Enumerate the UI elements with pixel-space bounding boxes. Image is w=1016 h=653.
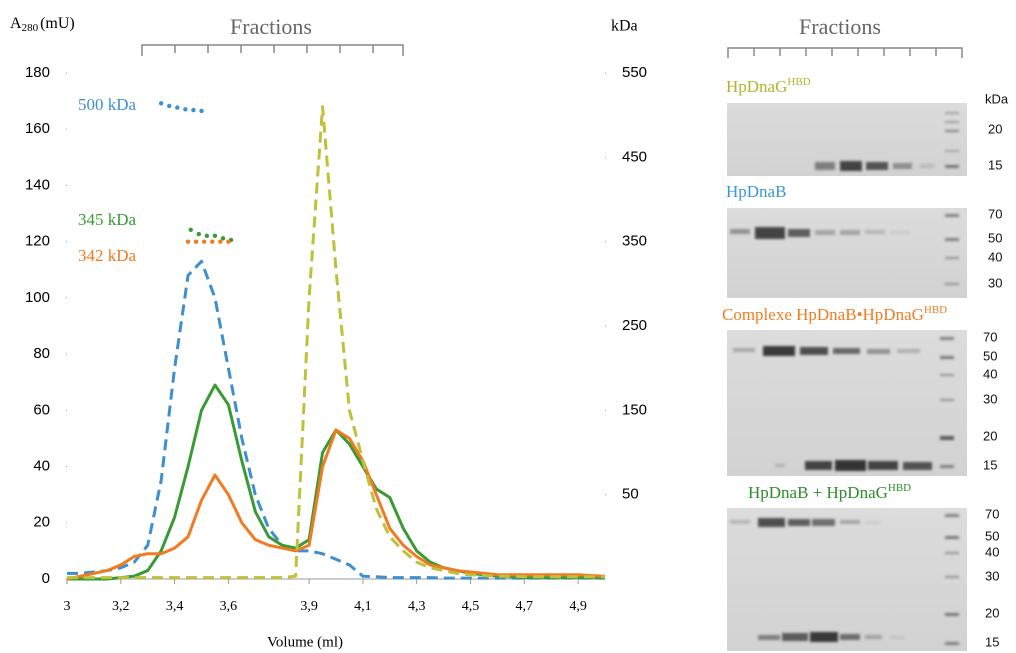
fractions-bracket <box>141 44 404 56</box>
marker-label: 40 <box>983 366 997 381</box>
y-label-sub: 280 <box>22 22 39 34</box>
mass-point <box>220 236 226 241</box>
mass-point <box>210 239 215 244</box>
annotation: 342 kDa <box>78 246 137 265</box>
marker-label: 50 <box>983 348 997 363</box>
mass-point <box>175 105 180 110</box>
marker-label: 40 <box>988 249 1002 264</box>
y-label-unit: (mU) <box>40 15 75 32</box>
marker-label: 20 <box>983 428 997 443</box>
mass-point <box>188 227 193 233</box>
gel-title-main: HpDnaB + HpDnaG <box>748 483 888 502</box>
y2-axis-label: kDa <box>611 18 638 35</box>
mass-point <box>212 233 218 238</box>
y-tick-label: 40 <box>33 458 50 475</box>
gel-bands <box>730 112 959 645</box>
gel-title: HpDnaB + HpDnaGHBD <box>748 482 911 502</box>
mass-point <box>185 239 191 244</box>
marker-label: 70 <box>985 506 999 521</box>
annotation: 500 kDa <box>78 95 137 114</box>
mass-point <box>191 107 196 113</box>
gel <box>727 508 967 651</box>
gel-images <box>727 103 967 651</box>
y-tick-label: 140 <box>25 176 50 193</box>
gel-fractions-label: Fractions <box>799 14 881 39</box>
gel-title-main: Complexe HpDnaB•HpDnaG <box>722 305 924 324</box>
x-tick-label: 4,5 <box>462 599 480 614</box>
mass-point <box>204 233 210 238</box>
gel-title-sup: HBD <box>787 76 810 88</box>
mass-point <box>201 239 207 244</box>
annotation: 345 kDa <box>78 210 137 229</box>
y2-tick-label: 150 <box>622 401 647 418</box>
x-tick-label: 3 <box>64 599 71 614</box>
gel-unit: kDa <box>985 91 1009 106</box>
x-tick-label: 4,9 <box>569 599 587 614</box>
trace <box>67 259 605 580</box>
marker-label: 70 <box>983 329 997 344</box>
marker-label: 20 <box>988 121 1002 136</box>
y-tick-label: 80 <box>33 345 50 362</box>
y2-tick-label: 350 <box>622 233 647 250</box>
mass-point <box>167 103 172 109</box>
y2-tick-label: 450 <box>622 148 647 165</box>
gel-title: Complexe HpDnaB•HpDnaGHBD <box>722 304 947 324</box>
mass-point <box>158 101 164 106</box>
marker-label: 20 <box>985 605 999 620</box>
marker-label: 15 <box>988 157 1002 172</box>
y2-tick-label: 50 <box>622 486 639 503</box>
y2-tick-label: 550 <box>622 64 647 81</box>
y-axis-label: A280 (mU) <box>10 15 75 34</box>
trace <box>67 383 605 581</box>
plot: 0 20 40 60 80 100 120 140 160 180 50 150 250 350 450 55… <box>25 64 647 614</box>
y-tick-label: 120 <box>25 233 50 250</box>
mass-point <box>196 231 202 237</box>
x-tick-label: 4,3 <box>408 599 426 614</box>
marker-label: 30 <box>983 391 997 406</box>
marker-label: 50 <box>988 230 1002 245</box>
marker-label: 70 <box>988 206 1002 221</box>
y-label-main: A <box>10 15 22 32</box>
marker-label: 15 <box>983 457 997 472</box>
y-tick-label: 100 <box>25 289 50 306</box>
trace <box>67 105 605 580</box>
x-tick-label: 4,1 <box>354 599 372 614</box>
marker-label: 40 <box>985 544 999 559</box>
marker-label: 30 <box>985 568 999 583</box>
mass-point <box>193 239 199 244</box>
x-tick-label: 4,7 <box>516 599 534 614</box>
x-axis-label: Volume (ml) <box>267 634 343 650</box>
gel-markers: 20 15 70 50 40 30 70 50 40 30 20 15 70 5… <box>983 121 1002 649</box>
y-tick-label: 0 <box>42 570 50 587</box>
trace <box>66 428 606 581</box>
gel-title-main: HpDnaB <box>726 182 786 201</box>
mass-point <box>199 108 204 114</box>
marker-label: 30 <box>988 275 1002 290</box>
gel-title: HpDnaB <box>726 182 786 201</box>
fractions-label: Fractions <box>230 14 312 39</box>
y-tick-label: 180 <box>25 64 50 81</box>
y-tick-label: 60 <box>33 401 50 418</box>
gel-title-main: HpDnaG <box>726 77 787 96</box>
x-tick-label: 3,2 <box>112 599 130 614</box>
marker-label: 50 <box>985 528 999 543</box>
x-tick-label: 3,6 <box>220 599 238 614</box>
x-tick-label: 3,9 <box>300 599 318 614</box>
gel-title-sup: HBD <box>924 304 947 316</box>
y-tick-label: 160 <box>25 120 50 137</box>
marker-label: 15 <box>985 634 999 649</box>
gel-fractions-bracket <box>727 47 963 58</box>
gel-title-sup: HBD <box>888 482 911 494</box>
gel <box>727 208 967 298</box>
y2-tick-label: 250 <box>622 317 647 334</box>
y-tick-label: 20 <box>33 514 50 531</box>
mass-point <box>226 239 231 244</box>
gel-title: HpDnaGHBD <box>726 76 811 96</box>
mass-point <box>183 107 188 112</box>
mass-point <box>218 239 223 244</box>
x-tick-label: 3,4 <box>166 599 184 614</box>
